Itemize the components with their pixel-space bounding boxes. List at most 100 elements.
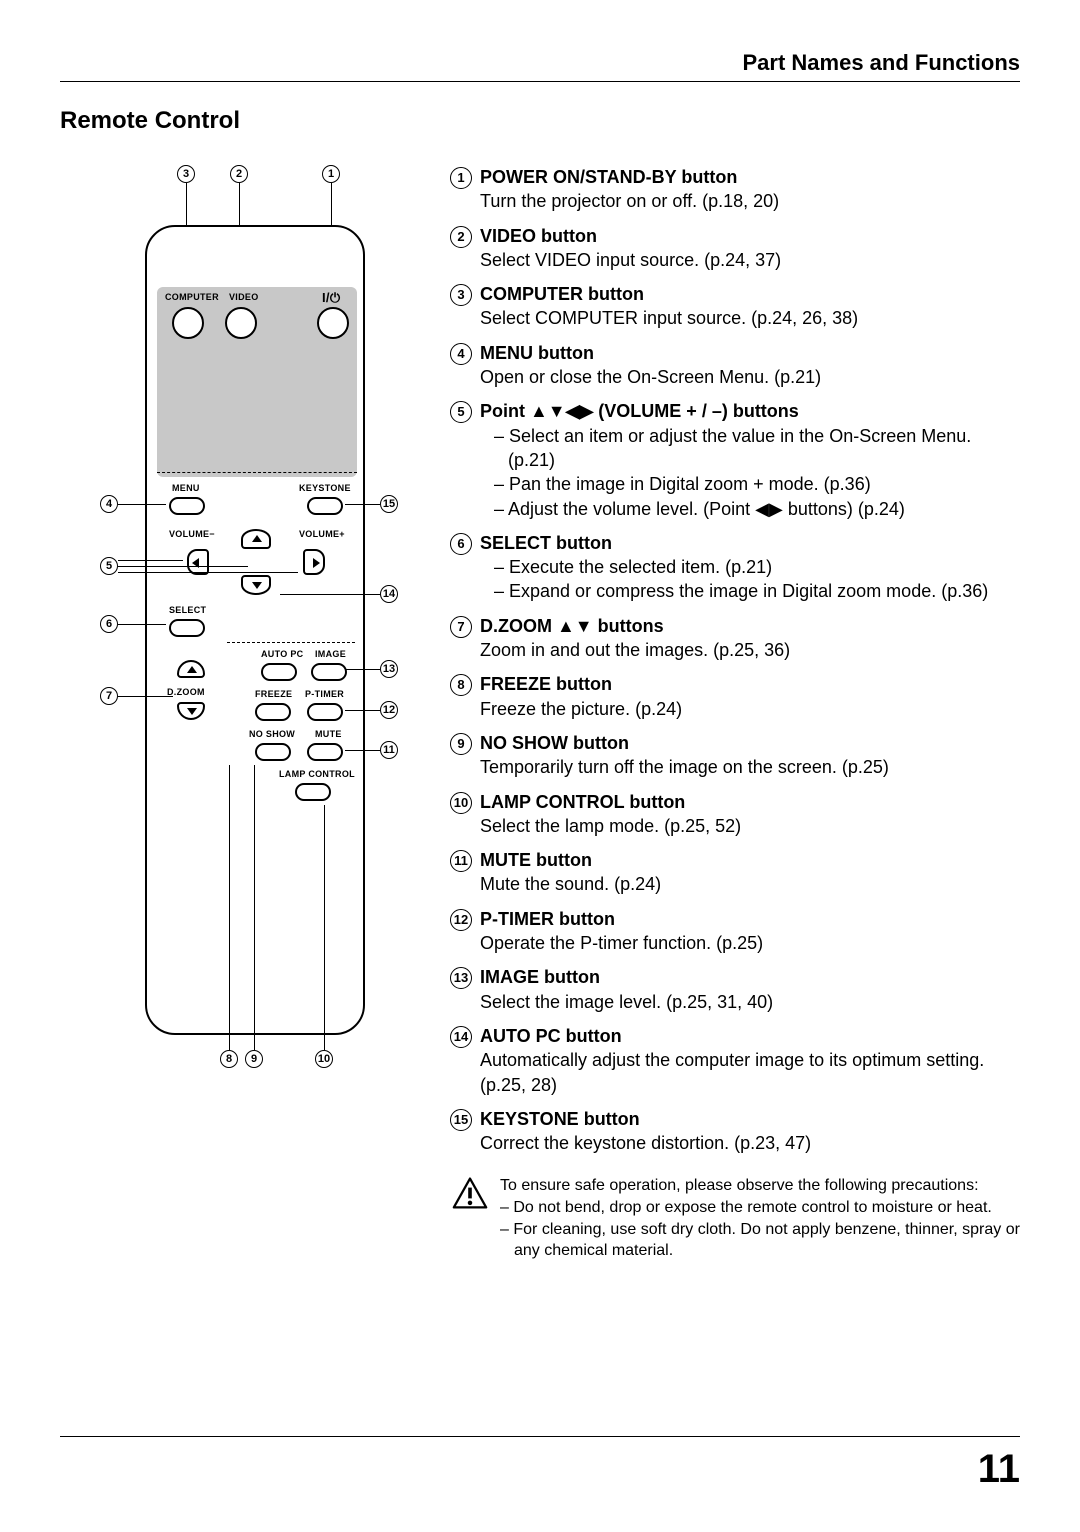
callout-6: 6 [100,615,118,633]
callout-7: 7 [100,687,118,705]
item-desc: Correct the keystone distortion. (p.23, … [480,1133,811,1153]
item-body: MUTE button Mute the sound. (p.24) [480,848,1020,897]
item-num: 13 [450,967,472,989]
item-15: 15KEYSTONE buttonCorrect the keystone di… [450,1107,1020,1156]
item-num: 11 [450,850,472,872]
lbl-image: IMAGE [315,649,346,659]
item-body: AUTO PC button Automatically adjust the c… [480,1024,1020,1097]
item-num: 7 [450,616,472,638]
item-num: 12 [450,909,472,931]
item-num: 2 [450,226,472,248]
caution-intro: To ensure safe operation, please observe… [500,1175,1020,1197]
item-num: 4 [450,343,472,365]
item-num: 14 [450,1026,472,1048]
btn-video [225,307,257,339]
callout-3: 3 [177,165,195,183]
caution-sub-1: – Do not bend, drop or expose the remote… [500,1197,1020,1219]
item-body: D.ZOOM ▲▼ buttons Zoom in and out the ima… [480,614,1020,663]
item-body: SELECT button– Execute the selected item… [480,531,1020,604]
item-sub: – Expand or compress the image in Digita… [494,579,1020,603]
item-num: 10 [450,792,472,814]
callout-5: 5 [100,557,118,575]
item-body: MENU buttonOpen or close the On-Screen M… [480,341,1020,390]
item-sub: – Pan the image in Digital zoom + mode. … [494,472,1020,496]
callout-8: 8 [220,1050,238,1068]
item-desc: Temporarily turn off the image on the sc… [480,757,889,777]
btn-down [241,575,271,595]
btn-noshow [255,743,291,761]
btn-right [303,549,325,575]
header: Part Names and Functions [60,50,1020,82]
btn-mute [307,743,343,761]
item-title: P-TIMER button [480,909,615,929]
item-desc: Automatically adjust the computer image … [480,1050,984,1094]
btn-autopc [261,663,297,681]
remote-diagram: 3 2 1 COMPUTER VIDEO I/⏻ MENU [60,165,430,1262]
callout-11: 11 [380,741,398,759]
lbl-menu: MENU [172,483,200,493]
item-desc: Select the lamp mode. (p.25, 52) [480,816,741,836]
item-desc: Zoom in and out the images. (p.25, 36) [480,640,790,660]
callout-10: 10 [315,1050,333,1068]
item-title: MENU button [480,343,594,363]
item-11: 11 MUTE button Mute the sound. (p.24) [450,848,1020,897]
item-7: 7 D.ZOOM ▲▼ buttons Zoom in and out the im… [450,614,1020,663]
btn-image [311,663,347,681]
btn-keystone [307,497,343,515]
item-14: 14 AUTO PC button Automatically adjust the… [450,1024,1020,1097]
item-4: 4 MENU buttonOpen or close the On-Screen … [450,341,1020,390]
item-body: LAMP CONTROL button Select the lamp mode.… [480,790,1020,839]
descriptions: 1POWER ON/STAND-BY buttonTurn the projec… [430,165,1020,1262]
item-sub: – Adjust the volume level. (Point ◀▶ but… [494,497,1020,521]
item-title: Point ▲▼◀▶ (VOLUME + / –) buttons [480,401,799,421]
item-title: VIDEO button [480,226,597,246]
header-section: Part Names and Functions [742,50,1020,75]
btn-dzoom-up [177,660,205,678]
warning-icon [450,1175,490,1261]
item-body: COMPUTER buttonSelect COMPUTER input sou… [480,282,1020,331]
item-num: 6 [450,533,472,555]
lbl-select: SELECT [169,605,206,615]
btn-lamp [295,783,331,801]
item-2: 2 VIDEO button Select VIDEO input source. … [450,224,1020,273]
item-num: 9 [450,733,472,755]
lbl-video: VIDEO [229,292,259,302]
item-num: 5 [450,401,472,423]
item-title: AUTO PC button [480,1026,622,1046]
item-num: 15 [450,1109,472,1131]
lbl-keystone: KEYSTONE [299,483,351,493]
item-num: 3 [450,284,472,306]
item-desc: Turn the projector on or off. (p.18, 20) [480,191,779,211]
main-content: 3 2 1 COMPUTER VIDEO I/⏻ MENU [60,165,1020,1262]
callout-9: 9 [245,1050,263,1068]
item-body: VIDEO button Select VIDEO input source. (… [480,224,1020,273]
item-12: 12P-TIMER buttonOperate the P-timer func… [450,907,1020,956]
item-title: NO SHOW button [480,733,629,753]
callout-4: 4 [100,495,118,513]
item-1: 1POWER ON/STAND-BY buttonTurn the projec… [450,165,1020,214]
item-title: MUTE button [480,850,592,870]
lbl-noshow: NO SHOW [249,729,295,739]
btn-power [317,307,349,339]
item-body: POWER ON/STAND-BY buttonTurn the project… [480,165,1020,214]
lbl-mute: MUTE [315,729,342,739]
callout-1: 1 [322,165,340,183]
item-title: D.ZOOM ▲▼ buttons [480,616,664,636]
item-sub: – Select an item or adjust the value in … [494,424,1020,473]
caution-sub-2: – For cleaning, use soft dry cloth. Do n… [500,1219,1020,1262]
lbl-autopc: AUTO PC [261,649,303,659]
item-10: 10 LAMP CONTROL button Select the lamp mod… [450,790,1020,839]
item-num: 8 [450,674,472,696]
footer-rule [60,1436,1020,1437]
btn-dzoom-dn [177,702,205,720]
item-3: 3 COMPUTER buttonSelect COMPUTER input so… [450,282,1020,331]
page-number: 11 [978,1447,1020,1492]
callout-12: 12 [380,701,398,719]
btn-menu [169,497,205,515]
item-body: NO SHOW button Temporarily turn off the i… [480,731,1020,780]
lbl-freeze: FREEZE [255,689,292,699]
item-title: LAMP CONTROL button [480,792,685,812]
item-desc: Select VIDEO input source. (p.24, 37) [480,250,781,270]
btn-computer [172,307,204,339]
item-desc: Mute the sound. (p.24) [480,874,661,894]
